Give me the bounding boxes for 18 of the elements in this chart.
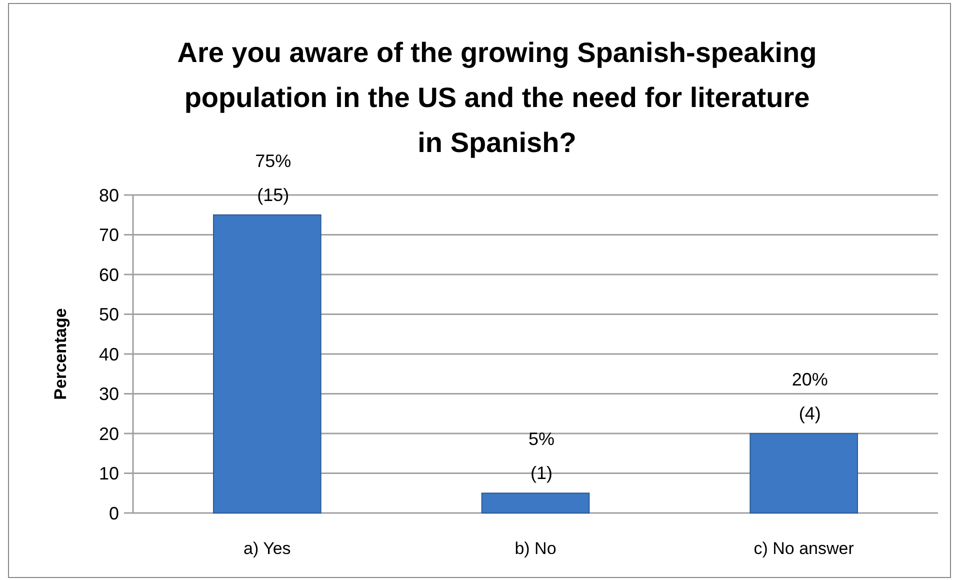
y-tick-label: 0: [108, 503, 119, 524]
y-tick-label: 30: [98, 384, 119, 404]
bar: [481, 492, 590, 514]
x-tick-label: c) No answer: [754, 539, 854, 558]
y-tick-label: 80: [98, 185, 119, 206]
y-tick-label: 60: [98, 264, 119, 285]
data-label: 5% (1): [528, 429, 555, 484]
y-tick-label: 50: [98, 304, 119, 325]
x-tick-label: a) Yes: [244, 539, 291, 558]
y-tick-label: 20: [98, 424, 119, 444]
bar: [750, 433, 858, 514]
bar: [213, 214, 322, 514]
y-tick-label: 70: [98, 225, 119, 246]
y-axis-title: Percentage: [51, 308, 70, 400]
y-tick-label: 10: [98, 464, 119, 484]
x-tick-label: b) No: [514, 539, 556, 558]
data-label: 20% (4): [792, 370, 828, 424]
y-tick-label: 40: [98, 344, 119, 364]
